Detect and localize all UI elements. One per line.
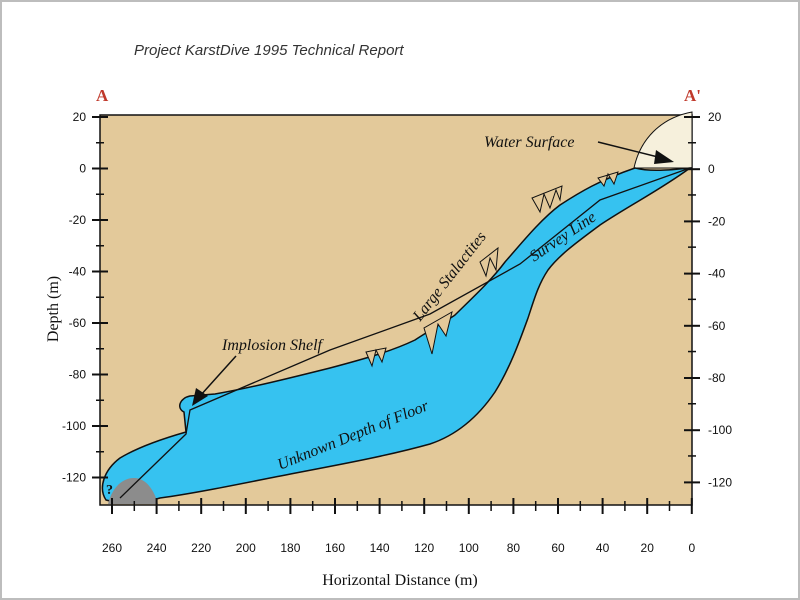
y-tick-label: -80	[69, 368, 87, 382]
x-tick-label: 0	[688, 541, 695, 555]
report-title: Project KarstDive 1995 Technical Report	[134, 42, 404, 59]
x-tick-label: 180	[280, 541, 300, 555]
y-tick-label: 0	[79, 162, 86, 176]
y-axis-right-ticks: 20 0 -20 -40 -60 -80 -100 -120	[684, 110, 732, 489]
x-tick-label: 120	[414, 541, 434, 555]
stalactite	[365, 347, 387, 368]
y-axis-left-ticks: 20 0 -20 -40 -60 -80 -100 -120	[62, 110, 108, 485]
water-surface-arrow	[597, 141, 663, 159]
stalactite	[479, 246, 499, 278]
x-tick-label: 80	[507, 541, 521, 555]
x-tick-label: 260	[102, 541, 122, 555]
x-tick-label: 60	[551, 541, 565, 555]
stalactites	[365, 171, 619, 368]
x-tick-label: 140	[370, 541, 390, 555]
y-tick-label: -60	[69, 316, 87, 330]
y-tick-label: -20	[69, 213, 87, 227]
x-tick-label: 200	[236, 541, 256, 555]
y-right-tick-label: -100	[708, 423, 732, 437]
implosion-shelf-arrow	[199, 355, 237, 397]
implosion-shelf-arrowhead	[192, 388, 208, 406]
cave-passage-water	[101, 166, 693, 504]
section-end-label: A'	[684, 86, 701, 105]
y-tick-label: -100	[62, 419, 86, 433]
x-tick-label: 160	[325, 541, 345, 555]
x-axis-label: Horizontal Distance (m)	[322, 572, 478, 589]
y-right-tick-label: 0	[708, 162, 715, 176]
water-surface-arrowhead	[654, 150, 674, 164]
implosion-shelf-label: Implosion Shelf	[221, 337, 325, 354]
stalactite	[423, 310, 453, 355]
y-tick-label: -120	[62, 471, 86, 485]
y-tick-label: -40	[69, 265, 87, 279]
stalactite	[531, 185, 563, 214]
x-tick-label: 240	[147, 541, 167, 555]
y-right-tick-label: -80	[708, 371, 726, 385]
unknown-marker: ?	[106, 483, 113, 498]
stalactite	[597, 171, 619, 188]
x-tick-label: 220	[191, 541, 211, 555]
y-right-tick-label: 20	[708, 110, 722, 124]
y-right-tick-label: -60	[708, 319, 726, 333]
y-tick-label: 20	[73, 110, 87, 124]
section-start-label: A	[96, 86, 109, 105]
x-tick-label: 100	[459, 541, 479, 555]
x-axis-ticks: 260 240 220 200 180 160 140 120 100 80 60 40 20 0	[102, 498, 695, 555]
x-tick-label: 20	[641, 541, 655, 555]
y-right-tick-label: -120	[708, 475, 732, 489]
y-axis-label: Depth (m)	[45, 275, 62, 343]
x-tick-label: 40	[596, 541, 610, 555]
y-right-tick-label: -20	[708, 214, 726, 228]
water-surface-label: Water Surface	[484, 134, 575, 151]
y-right-tick-label: -40	[708, 267, 726, 281]
survey-line	[119, 167, 691, 499]
